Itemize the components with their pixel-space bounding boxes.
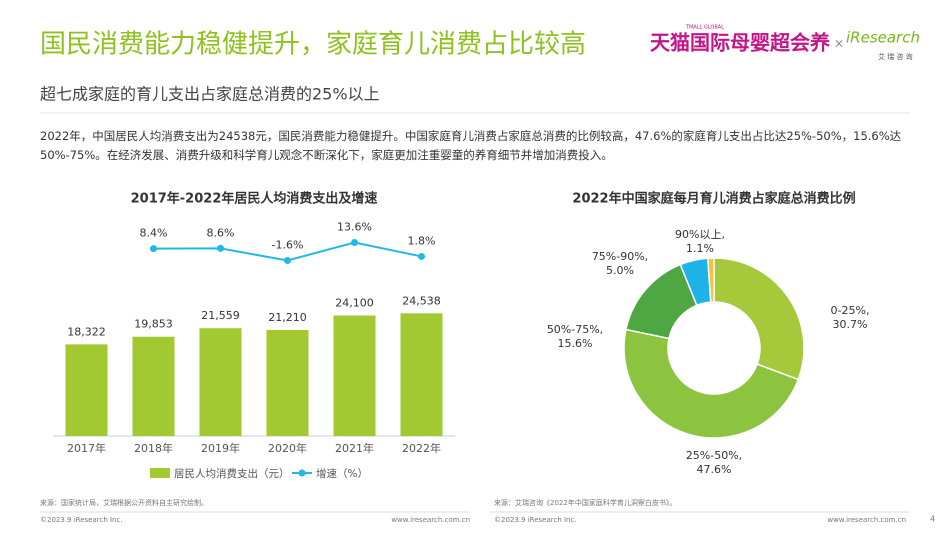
data-label: 24,538	[402, 294, 441, 307]
slice-value: 1.1%	[686, 242, 714, 255]
slice-category: 75%-90%,	[592, 250, 648, 263]
legend-swatch	[298, 469, 306, 477]
copyright: ©2023.9 iResearch Inc.	[40, 516, 123, 524]
body-text: 2022年，中国居民人均消费支出为24538元，国民消费能力稳健提升。中国家庭育…	[40, 129, 902, 162]
subtitle: 超七成家庭的育儿支出占家庭总消费的25%以上	[40, 85, 380, 104]
growth-point	[150, 245, 157, 253]
slice-value: 47.6%	[697, 463, 732, 476]
bar	[132, 336, 175, 436]
partner-cn: 艾 瑞 咨 询	[878, 52, 913, 61]
slice-category: 90%以上,	[675, 228, 725, 241]
data-label: 8.4%	[140, 227, 168, 240]
donut-slice	[623, 328, 800, 439]
data-label: 21,210	[268, 311, 307, 324]
source: 来源：艾瑞咨询《2022年中国家庭科学育儿洞察白皮书》。	[494, 498, 676, 507]
slice-value: 15.6%	[558, 337, 593, 350]
slice-value: 30.7%	[833, 318, 868, 331]
growth-point	[217, 244, 224, 252]
x-tick-label: 2018年	[134, 441, 173, 455]
bar	[199, 328, 242, 436]
data-label: 21,559	[201, 309, 240, 322]
slice-category: 50%-75%,	[547, 323, 603, 336]
donut-slice	[706, 257, 715, 303]
data-label: 8.6%	[207, 226, 235, 239]
x-tick-label: 2022年	[402, 441, 441, 455]
legend-label: 居民人均消费支出（元）	[174, 467, 290, 480]
data-label: 13.6%	[337, 220, 372, 233]
growth-point	[284, 256, 291, 264]
bar	[266, 329, 309, 436]
page-number: 4	[930, 515, 935, 524]
x-tick-label: 2021年	[335, 441, 374, 455]
chart-title: 2017年-2022年居民人均消费支出及增速	[131, 191, 378, 207]
data-label: 18,322	[67, 325, 106, 338]
growth-point	[418, 252, 425, 260]
bar	[333, 315, 376, 436]
logo-small: TMALL GLOBAL	[685, 25, 724, 31]
data-label: 1.8%	[408, 234, 436, 247]
growth-point	[351, 238, 358, 246]
legend-label: 增速（%）	[316, 467, 368, 480]
data-label: 19,853	[134, 318, 173, 331]
data-label: -1.6%	[272, 238, 304, 251]
data-label: 24,100	[335, 297, 374, 310]
slice-category: 25%-50%,	[686, 449, 742, 462]
x-tick-label: 2020年	[268, 441, 307, 455]
title: 国民消费能力稳健提升，家庭育儿消费占比较高	[40, 30, 586, 60]
times: ×	[834, 37, 844, 51]
copyright: ©2023.9 iResearch Inc.	[494, 516, 577, 524]
slice-category: 0-25%,	[831, 304, 870, 317]
donut-slice	[713, 257, 805, 381]
x-tick-label: 2017年	[67, 441, 106, 455]
bar	[400, 313, 443, 436]
x-tick-label: 2019年	[201, 441, 240, 455]
slice-value: 5.0%	[606, 264, 634, 277]
url: www.iresearch.com.cn	[827, 516, 906, 524]
source: 来源：国家统计局，艾瑞根据公开资料自主研究绘制。	[40, 498, 208, 507]
legend-swatch	[150, 468, 170, 478]
logo: 天猫国际母婴超会养	[650, 31, 830, 55]
bar	[65, 344, 108, 436]
url: www.iresearch.com.cn	[391, 516, 470, 524]
chart-title: 2022年中国家庭每月育儿消费占家庭总消费比例	[572, 191, 855, 207]
partner: iResearch	[846, 29, 920, 47]
